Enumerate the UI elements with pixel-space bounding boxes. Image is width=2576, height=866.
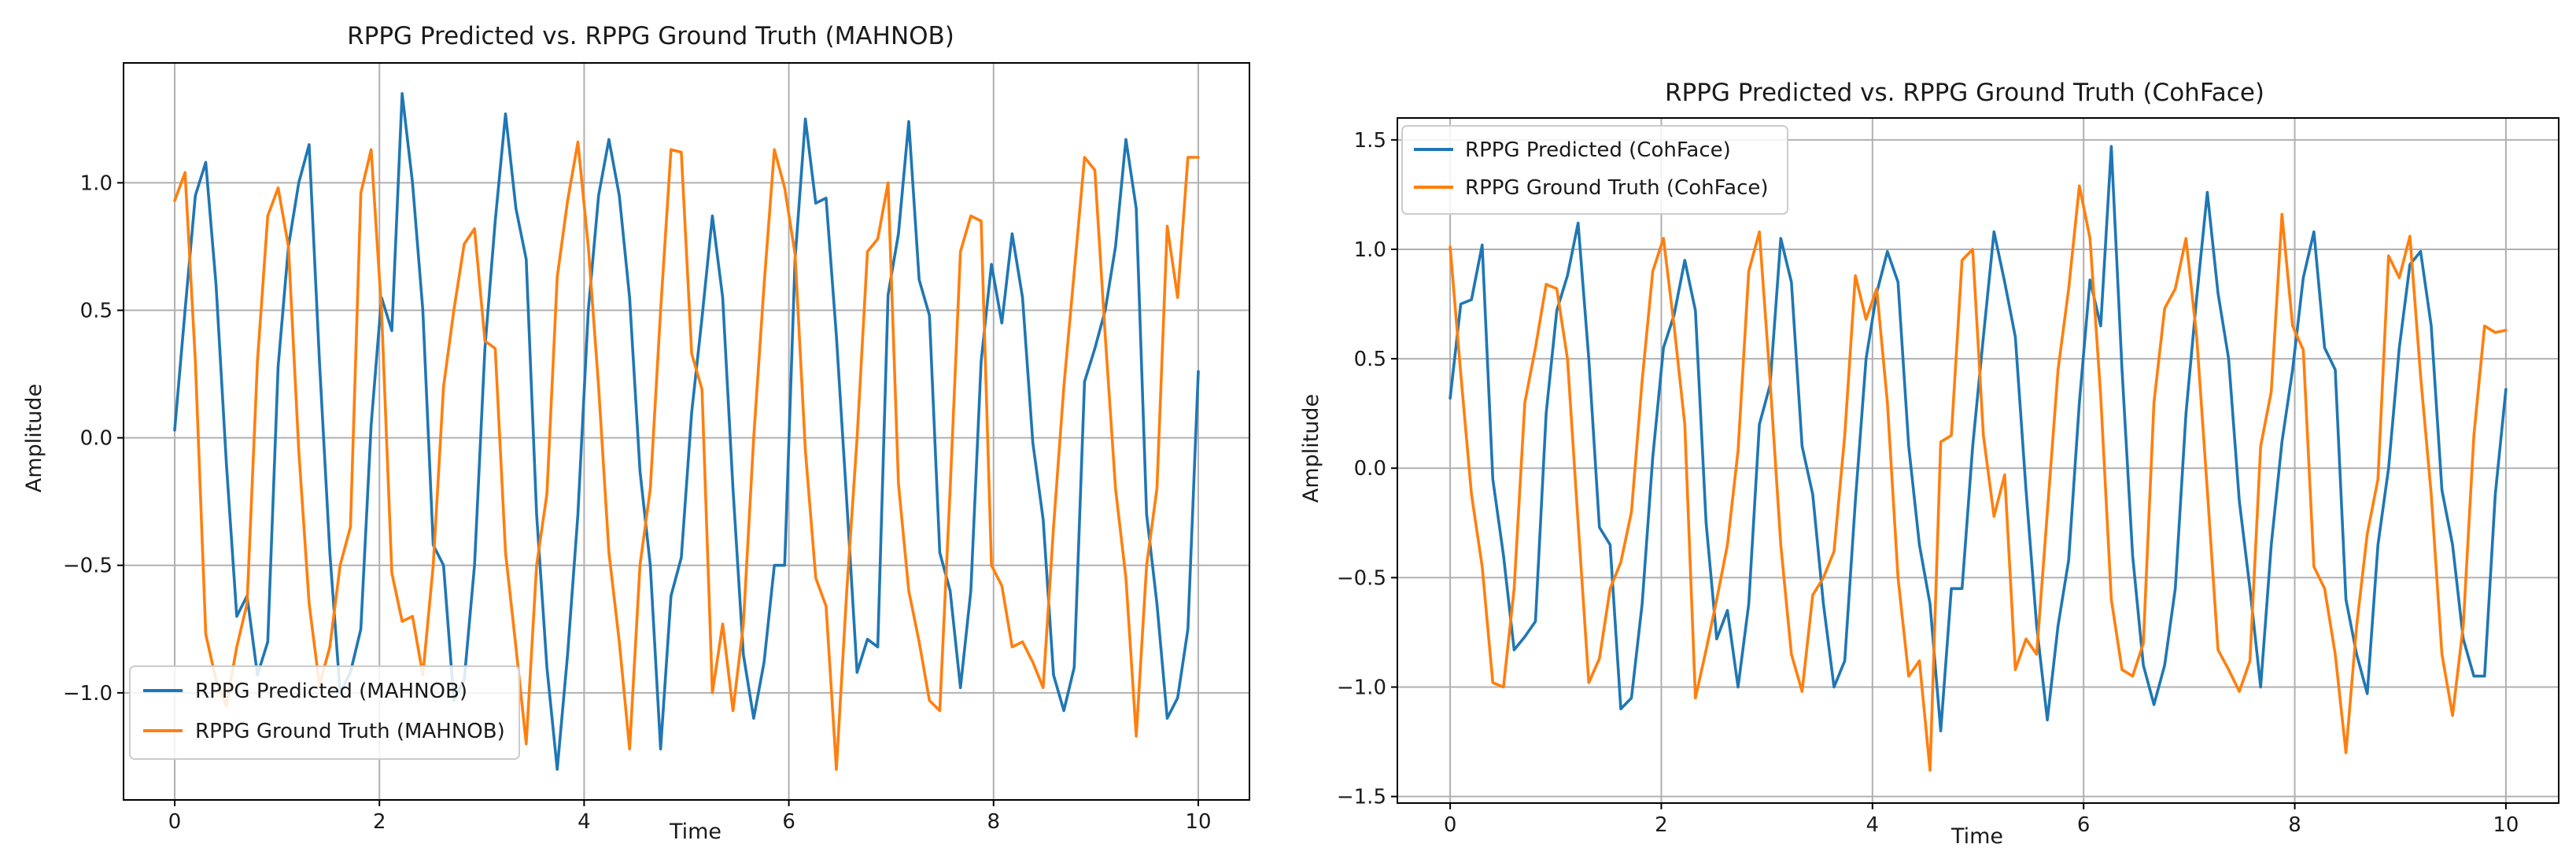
series-line-ground-truth bbox=[1449, 184, 2508, 772]
chart-title: RPPG Predicted vs. RPPG Ground Truth (Co… bbox=[1665, 79, 2264, 107]
x-tick-label: 6 bbox=[782, 810, 795, 834]
x-tick-label: 6 bbox=[2077, 813, 2091, 837]
x-tick-label: 10 bbox=[1185, 810, 1211, 834]
legend-label-predicted: RPPG Predicted (CohFace) bbox=[1465, 138, 1731, 162]
x-tick-label: 0 bbox=[168, 810, 182, 834]
y-tick-label: −0.5 bbox=[63, 555, 113, 578]
x-tick-label: 8 bbox=[987, 810, 1000, 834]
legend-label-ground-truth: RPPG Ground Truth (MAHNOB) bbox=[195, 720, 505, 743]
y-axis-label: Amplitude bbox=[1299, 394, 1323, 503]
axis-ticks: 0 2 4 6 8 10 −1.0 −0.5 0.0 0.5 1.0 bbox=[63, 171, 1212, 834]
chart-cohface: RPPG Predicted vs. RPPG Ground Truth (Co… bbox=[1299, 79, 2559, 849]
axis-ticks: 0 2 4 6 8 10 −1.5 −1.0 −0.5 0.0 0.5 1.0 1.5 bbox=[1337, 129, 2519, 837]
plot-frame bbox=[1397, 117, 2559, 804]
legend-label-ground-truth: RPPG Ground Truth (CohFace) bbox=[1465, 176, 1769, 200]
x-tick-label: 8 bbox=[2288, 813, 2301, 837]
legend-label-predicted: RPPG Predicted (MAHNOB) bbox=[195, 680, 467, 703]
y-tick-label: 0.5 bbox=[80, 299, 113, 322]
x-tick-label: 10 bbox=[2493, 813, 2519, 837]
legend: RPPG Predicted (CohFace) RPPG Ground Tru… bbox=[1401, 125, 1788, 215]
x-axis-label: Time bbox=[1950, 824, 2003, 849]
y-tick-label: 1.0 bbox=[80, 171, 113, 195]
y-tick-label: −1.0 bbox=[1337, 676, 1386, 700]
series-lines bbox=[1449, 145, 2508, 772]
y-tick-label: 1.5 bbox=[1354, 129, 1386, 153]
x-tick-label: 4 bbox=[1866, 813, 1880, 837]
y-axis-label: Amplitude bbox=[22, 384, 46, 492]
legend: RPPG Predicted (MAHNOB) RPPG Ground Trut… bbox=[129, 665, 520, 760]
legend-box bbox=[129, 665, 520, 760]
plot-frame bbox=[123, 62, 1250, 801]
y-tick-label: 1.0 bbox=[1354, 238, 1386, 262]
legend-box bbox=[1401, 125, 1788, 215]
series-line-predicted bbox=[1449, 145, 2508, 733]
y-tick-label: −1.5 bbox=[1337, 786, 1386, 809]
y-tick-label: 0.0 bbox=[1354, 457, 1386, 481]
chart-title: RPPG Predicted vs. RPPG Ground Truth (MA… bbox=[347, 22, 954, 50]
x-tick-label: 4 bbox=[578, 810, 591, 834]
chart-mahnob: RPPG Predicted vs. RPPG Ground Truth (MA… bbox=[22, 22, 1250, 844]
y-tick-label: −1.0 bbox=[63, 682, 113, 706]
y-tick-label: 0.5 bbox=[1354, 348, 1386, 371]
y-tick-label: 0.0 bbox=[80, 427, 113, 451]
x-axis-label: Time bbox=[669, 820, 722, 844]
x-tick-label: 0 bbox=[1444, 813, 1457, 837]
y-tick-label: −0.5 bbox=[1337, 566, 1386, 590]
series-line-ground-truth bbox=[173, 140, 1200, 771]
x-tick-label: 2 bbox=[373, 810, 386, 834]
x-tick-label: 2 bbox=[1655, 813, 1668, 837]
grid-lines bbox=[1397, 118, 2559, 803]
